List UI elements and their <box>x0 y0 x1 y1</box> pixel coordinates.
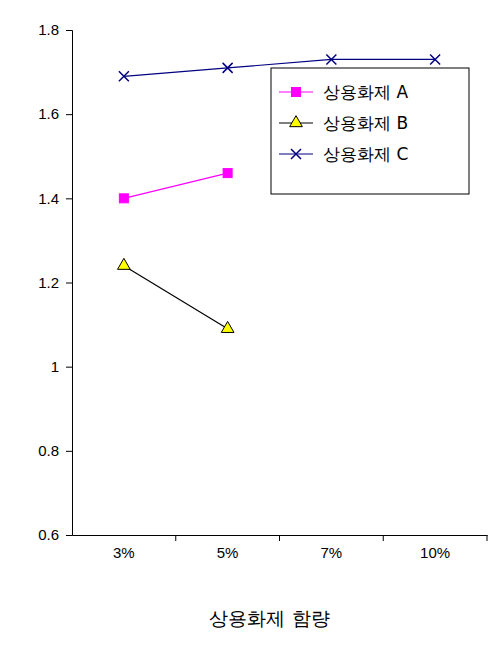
y-tick-mark <box>66 114 72 115</box>
x-axis-title: 상용화제 함량 <box>209 607 329 629</box>
y-tick-label: 1 <box>51 358 59 375</box>
y-tick: 1 <box>51 358 72 375</box>
x-axis: 3% 5% 7% 10% <box>73 535 488 561</box>
legend-item: 상용화제 A <box>279 82 408 102</box>
legend: 상용화제 A 상용화제 B 상용화제 C <box>271 68 469 194</box>
y-tick: 0.6 <box>38 526 72 543</box>
y-tick: 1.4 <box>38 190 72 207</box>
x-tick-label: 7% <box>321 544 343 561</box>
x-tick-label: 10% <box>420 544 450 561</box>
x-tick: 3% <box>113 535 135 561</box>
x-tick: 7% <box>321 535 343 561</box>
legend-label: 상용화제 A <box>323 82 408 102</box>
y-tick-label: 0.8 <box>38 442 59 459</box>
y-tick-mark <box>66 198 72 199</box>
data-point <box>119 71 129 81</box>
legend-label: 상용화제 B <box>323 113 408 133</box>
x-separator <box>279 535 280 541</box>
x-tick-label: 5% <box>217 544 239 561</box>
y-tick-label: 1.4 <box>38 190 59 207</box>
x-tick: 10% <box>420 535 450 561</box>
x-tick-label: 3% <box>113 544 135 561</box>
x-separator <box>383 535 384 541</box>
x-separator <box>175 535 176 541</box>
y-tick: 1.2 <box>38 274 72 291</box>
y-tick-label: 1.6 <box>38 105 59 122</box>
legend-item: 상용화제 C <box>279 144 408 164</box>
data-point <box>223 169 232 178</box>
chart: 0.6 0.8 1 1.2 1.4 1.6 1.8 3% 5% 7% 10% 상용화제 함량 상용화제 … <box>0 0 504 647</box>
x-tick: 5% <box>217 535 239 561</box>
y-tick-mark <box>66 367 72 368</box>
y-tick-label: 0.6 <box>38 526 59 543</box>
y-tick: 0.8 <box>38 442 72 459</box>
y-tick: 1.6 <box>38 105 72 122</box>
y-axis-line <box>66 31 73 536</box>
data-point <box>221 321 234 332</box>
y-tick-label: 1.8 <box>38 21 59 38</box>
series-line <box>124 173 228 198</box>
legend-item: 상용화제 B <box>279 113 408 133</box>
y-axis: 0.6 0.8 1 1.2 1.4 1.6 1.8 <box>38 21 72 543</box>
y-tick-mark <box>66 283 72 284</box>
y-tick-mark <box>66 535 72 536</box>
data-point <box>119 194 128 203</box>
y-tick-label: 1.2 <box>38 274 59 291</box>
y-tick: 1.8 <box>38 21 72 38</box>
data-point <box>118 258 131 269</box>
legend-marker <box>290 116 303 127</box>
data-point <box>430 54 440 64</box>
x-separator <box>487 535 488 541</box>
legend-box <box>271 68 469 194</box>
series-line <box>124 266 228 329</box>
y-tick-mark <box>66 30 72 31</box>
data-point <box>223 63 233 73</box>
legend-marker <box>291 149 301 159</box>
data-point <box>326 54 336 64</box>
y-tick-mark <box>66 451 72 452</box>
legend-marker <box>292 88 301 97</box>
legend-label: 상용화제 C <box>323 144 408 164</box>
